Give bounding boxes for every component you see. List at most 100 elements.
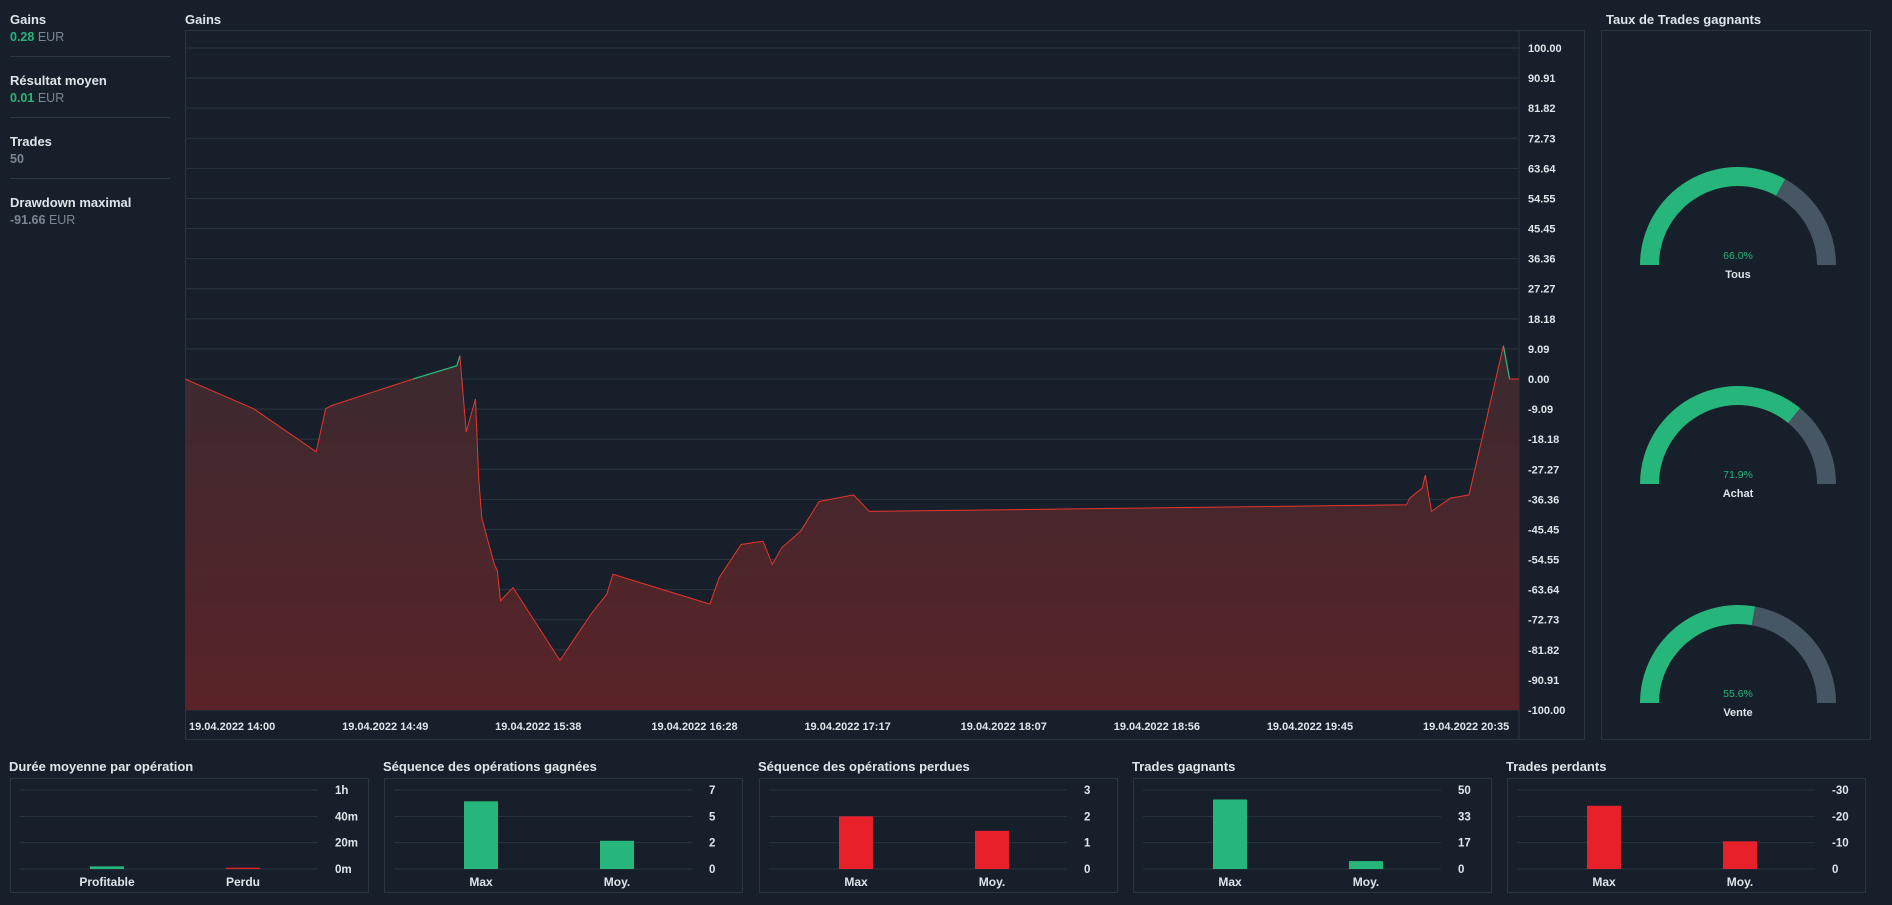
gains-line-positive <box>1502 345 1511 380</box>
bar-max <box>1587 805 1621 869</box>
x-tick-label: Max <box>844 875 868 889</box>
x-tick-label: 19.04.2022 15:38 <box>495 721 581 733</box>
gauge-rest-arc <box>1788 408 1836 484</box>
winning-streak-title: Séquence des opérations gagnées <box>383 759 597 774</box>
y-tick-label: 0 <box>1084 864 1090 876</box>
winning-trades-title: Trades gagnants <box>1132 759 1236 774</box>
gains-line-positive <box>456 355 461 366</box>
y-tick-label: -20 <box>1832 811 1849 823</box>
stat-average-result: Résultat moyen 0.01 EUR <box>10 73 107 105</box>
losing-trades-chart[interactable]: -30 -20 -10 0 Max Moy. <box>1507 778 1866 893</box>
y-tick-label: -36.36 <box>1528 494 1559 506</box>
gauge-label: Tous <box>1725 269 1750 281</box>
win-rate-title: Taux de Trades gagnants <box>1606 12 1762 27</box>
y-tick-label: 17 <box>1458 838 1471 850</box>
x-tick-label: 19.04.2022 14:49 <box>342 721 428 733</box>
gains-chart[interactable]: 100.00 90.91 81.82 72.73 63.64 54.55 45.45 36.3… <box>185 30 1585 740</box>
bar-moy <box>975 830 1009 869</box>
stat-trades: Trades 50 <box>10 134 52 166</box>
y-tick-label: 0 <box>1832 864 1838 876</box>
gauge-vente: 55.6% Vente <box>1640 604 1836 719</box>
x-tick-label: Moy. <box>979 875 1005 889</box>
divider <box>10 117 170 118</box>
stat-gains: Gains 0.28 EUR <box>10 12 64 44</box>
gauges-border <box>1601 30 1871 740</box>
y-tick-label: 7 <box>709 785 715 797</box>
stat-max-drawdown: Drawdown maximal -91.66 EUR <box>10 195 131 227</box>
gains-line-positive <box>412 365 457 380</box>
y-tick-label: -90.91 <box>1528 675 1559 687</box>
stat-label: Drawdown maximal <box>10 195 132 210</box>
stats-panel: Gains 0.28 EUR Résultat moyen 0.01 EUR T… <box>10 0 180 240</box>
gauge-tous: 66.0% Tous <box>1640 167 1836 281</box>
stat-label: Trades <box>10 134 52 149</box>
x-tick-label: Max <box>1592 875 1616 889</box>
y-tick-label: 63.64 <box>1528 163 1556 175</box>
stat-value: 0.28 <box>10 30 35 44</box>
bar-moy <box>1349 861 1383 869</box>
y-tick-label: 0m <box>335 864 352 876</box>
chart-border <box>1133 778 1492 893</box>
y-tick-label: 18.18 <box>1528 314 1556 326</box>
chart-border <box>10 778 369 893</box>
x-tick-label: 19.04.2022 14:00 <box>189 721 275 733</box>
y-tick-label: -45.45 <box>1528 524 1559 536</box>
bar-profitable <box>90 866 124 869</box>
chart-border <box>759 778 1118 893</box>
winning-streak-chart[interactable]: 7 5 2 0 Max Moy. <box>384 778 743 893</box>
win-rate-gauges: 66.0% Tous 71.9% Achat 55.6% Vente <box>1601 30 1871 740</box>
y-tick-label: 0.00 <box>1528 374 1549 386</box>
x-tick-label: Moy. <box>1353 875 1379 889</box>
x-tick-label: 19.04.2022 16:28 <box>651 721 737 733</box>
gauge-win-arc <box>1640 386 1801 484</box>
y-tick-label: 100.00 <box>1528 43 1562 55</box>
gauge-win-arc <box>1640 167 1786 265</box>
losing-trades-title: Trades perdants <box>1506 759 1607 774</box>
y-tick-label: 0 <box>709 864 715 876</box>
y-tick-label: 1 <box>1084 838 1091 850</box>
y-tick-label: -18.18 <box>1528 434 1559 446</box>
y-tick-label: -81.82 <box>1528 645 1559 657</box>
y-tick-label: 50 <box>1458 785 1471 797</box>
main-chart-title: Gains <box>185 12 222 27</box>
y-tick-label: 45.45 <box>1528 224 1556 236</box>
losing-streak-title: Séquence des opérations perdues <box>758 759 970 774</box>
y-tick-label: -10 <box>1832 838 1849 850</box>
stat-value: -91.66 <box>10 213 46 227</box>
x-tick-label: 19.04.2022 18:07 <box>961 721 1047 733</box>
x-tick-label: Max <box>1218 875 1242 889</box>
y-tick-label: -30 <box>1832 785 1849 797</box>
stat-label: Gains <box>10 12 47 27</box>
y-tick-label: -72.73 <box>1528 615 1559 627</box>
gains-area <box>185 345 1519 710</box>
bar-moy <box>600 840 634 869</box>
y-tick-label: 90.91 <box>1528 73 1556 85</box>
y-tick-label: 36.36 <box>1528 254 1556 266</box>
y-tick-label: -9.09 <box>1528 404 1553 416</box>
bar-max <box>1213 799 1247 869</box>
x-tick-label: 19.04.2022 18:56 <box>1114 721 1200 733</box>
gauge-percent: 66.0% <box>1723 250 1753 262</box>
bar-max <box>464 801 498 869</box>
winning-trades-chart[interactable]: 50 33 17 0 Max Moy. <box>1133 778 1492 893</box>
stat-value: 50 <box>10 152 24 166</box>
chart-border <box>384 778 743 893</box>
gauge-rest-arc <box>1751 606 1836 703</box>
bar-perdu <box>226 867 260 869</box>
gauge-label: Achat <box>1723 488 1754 500</box>
y-tick-label: -54.55 <box>1528 555 1559 567</box>
y-tick-label: 3 <box>1084 785 1090 797</box>
average-duration-title: Durée moyenne par opération <box>9 759 194 774</box>
losing-streak-chart[interactable]: 3 2 1 0 Max Moy. <box>759 778 1118 893</box>
x-tick-label: 19.04.2022 20:35 <box>1423 721 1509 733</box>
chart-border <box>1507 778 1866 893</box>
divider <box>10 178 170 179</box>
y-tick-label: 54.55 <box>1528 193 1556 205</box>
y-tick-label: 1h <box>335 785 348 797</box>
stat-value: 0.01 <box>10 91 35 105</box>
stat-unit: EUR <box>37 91 65 105</box>
gauge-rest-arc <box>1776 179 1836 265</box>
y-tick-label: -27.27 <box>1528 464 1559 476</box>
x-tick-label: Profitable <box>79 875 135 889</box>
average-duration-chart[interactable]: 1h 40m 20m 0m Profitable Perdu <box>10 778 369 893</box>
